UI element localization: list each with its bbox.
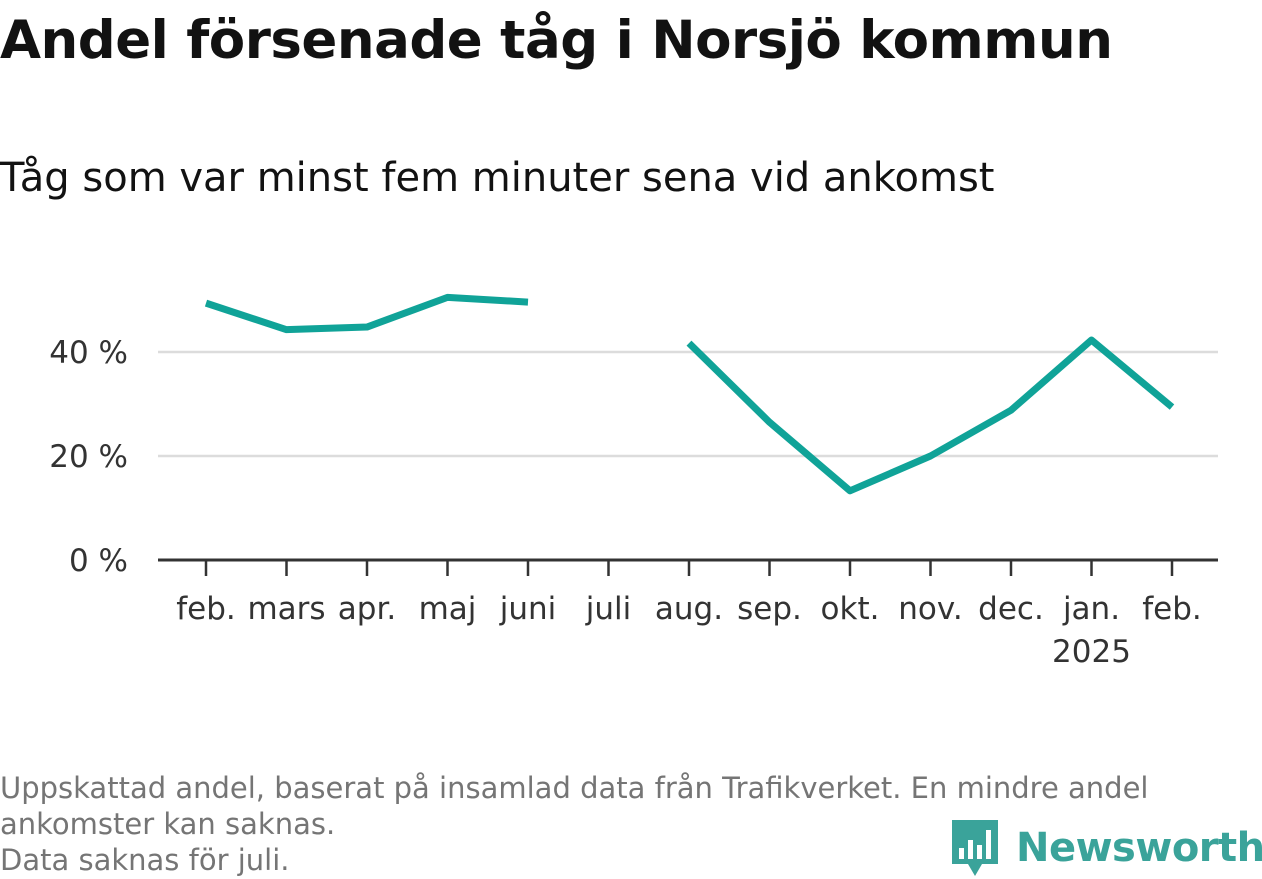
gridlines [158,350,1218,458]
x-tick-label: feb. [176,591,236,627]
x-tick-label: sep. [737,591,802,627]
y-axis-ticks: 0 % 20 % 40 % [49,335,128,579]
y-tick-label: 20 % [49,439,128,475]
line-chart: 0 % 20 % 40 % feb. mars apr. maj juni juli aug. s… [49,293,1218,670]
series-line-segment [204,293,529,334]
x-tick-label: feb. [1142,591,1202,627]
brand-name: Newsworthy [1016,825,1262,871]
footer-note-line-2: ankomster kan saknas. [0,807,336,841]
footer-note-line-1: Uppskattad andel, baserat på insamlad da… [0,771,1149,805]
x-tick-year-label: 2025 [1052,634,1131,670]
x-tick-label: juni [499,591,557,627]
x-tick-label: jan. [1062,591,1120,627]
chart-footer: Uppskattad andel, baserat på insamlad da… [0,770,1262,878]
x-tick-label: dec. [978,591,1044,627]
chart-subtitle: Tåg som var minst fem minuter sena vid a… [0,155,995,201]
x-tick-label: maj [419,591,477,627]
x-tick-label: apr. [338,591,396,627]
x-tick-label: aug. [655,591,723,627]
x-tick-label: mars [247,591,325,627]
x-axis-ticks: feb. mars apr. maj juni juli aug. sep. okt. nov. d… [176,560,1202,670]
footer-note-line-3: Data saknas för juli. [0,843,290,877]
x-tick-label: juli [585,591,632,627]
x-tick-label: okt. [821,591,880,627]
y-tick-label: 40 % [49,335,128,371]
series-line-segment [686,336,1175,495]
y-tick-label: 0 % [69,543,128,579]
chart-title: Andel försenade tåg i Norsjö kommun [0,10,1113,71]
newsworthy-logo: Newsworthy [950,818,1262,878]
bar-chart-pin-icon [952,820,998,876]
series-lines [204,293,1175,495]
x-tick-label: nov. [898,591,962,627]
